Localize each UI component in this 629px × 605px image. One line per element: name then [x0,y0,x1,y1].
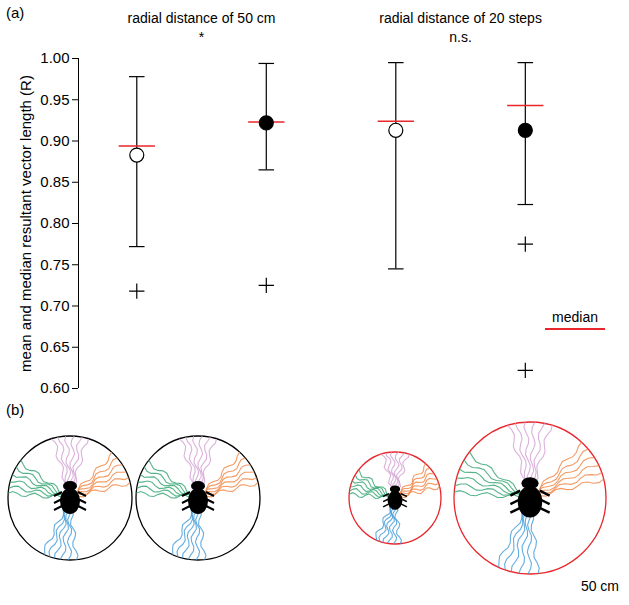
svg-text:0.80: 0.80 [40,214,69,231]
svg-text:0.90: 0.90 [40,132,69,149]
svg-text:n.s.: n.s. [449,29,472,45]
html-text:(a): (a) [6,4,25,21]
svg-text:0.60: 0.60 [40,379,69,396]
svg-text:0.75: 0.75 [40,256,69,273]
svg-text:radial distance of 50 cm: radial distance of 50 cm [128,10,276,26]
svg-text:*: * [199,29,205,45]
html-text:50 cm: 50 cm [580,578,619,594]
svg-text:(b): (b) [6,401,24,418]
html-text:median: median [552,308,598,325]
svg-text:0.95: 0.95 [40,91,69,108]
svg-text:0.70: 0.70 [40,297,69,314]
svg-text:1.00: 1.00 [40,49,69,66]
svg-text:0.85: 0.85 [40,173,69,190]
svg-text:0.65: 0.65 [40,338,69,355]
svg-text:mean and median resultant vect: mean and median resultant vector length … [17,75,34,372]
svg-text:radial distance of 20 steps: radial distance of 20 steps [379,10,542,26]
